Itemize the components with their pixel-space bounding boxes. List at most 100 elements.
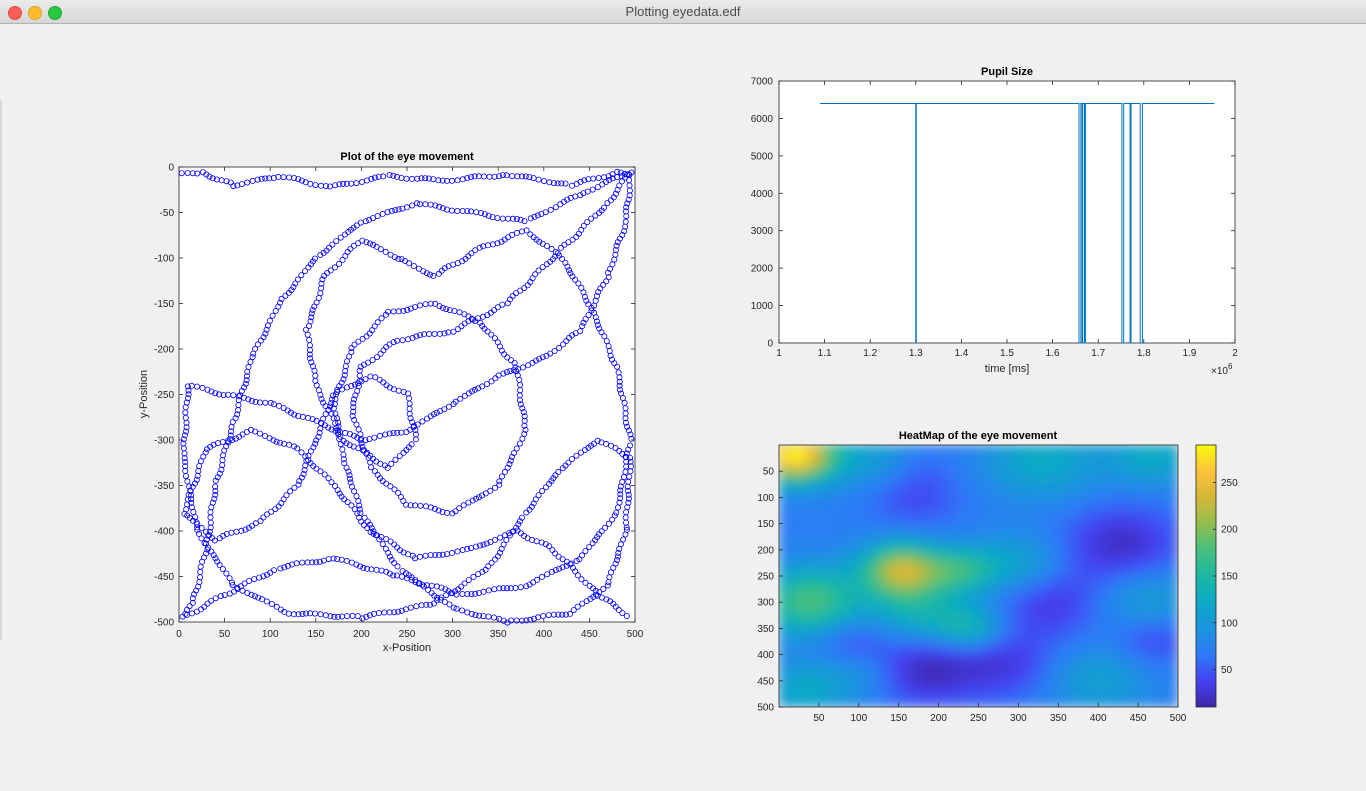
- scatter-point: [409, 202, 416, 209]
- heatmap-cell: [1025, 523, 1035, 533]
- heatmap-cell: [1065, 508, 1075, 517]
- heatmap-cell: [1065, 555, 1075, 565]
- heatmap-cell: [1145, 484, 1155, 494]
- heatmap-cell: [882, 531, 892, 541]
- heatmap-cell: [1089, 690, 1099, 700]
- heatmap-cell: [1105, 500, 1115, 509]
- heatmap-cell: [866, 650, 876, 660]
- heatmap-cell: [954, 650, 964, 660]
- heatmap-cell: [1153, 531, 1163, 541]
- scatter-point: [212, 483, 219, 490]
- heatmap-cell: [954, 523, 964, 533]
- heatmap-cell: [1065, 547, 1075, 557]
- scatter-point: [418, 175, 425, 182]
- heatmap-cell: [882, 516, 892, 525]
- heatmap-cell: [874, 571, 884, 581]
- scatter-point: [583, 297, 590, 304]
- heatmap-cell: [1129, 595, 1139, 605]
- heatmap-cell: [1097, 690, 1107, 700]
- scatter-point: [616, 447, 623, 454]
- scatter-point: [398, 429, 405, 436]
- scatter-point: [555, 611, 562, 618]
- heatmap-cell: [779, 516, 788, 525]
- scatter-point: [461, 392, 468, 399]
- close-button[interactable]: [8, 6, 22, 20]
- heatmap-cell: [826, 698, 836, 707]
- scatter-point: [471, 386, 478, 393]
- scatter-point: [612, 246, 619, 253]
- heatmap-cell: [1033, 452, 1043, 462]
- heatmap-cell: [882, 635, 892, 644]
- heatmap-cell: [1081, 635, 1091, 644]
- scatter-point: [434, 597, 441, 604]
- heatmap-cell: [1009, 523, 1019, 533]
- heatmap-cell: [1049, 539, 1059, 549]
- scatter-point: [390, 172, 397, 179]
- heatmap-cell: [850, 523, 860, 533]
- scatter-point: [244, 368, 251, 375]
- scatter-point: [603, 440, 610, 447]
- heatmap-cell: [890, 452, 900, 462]
- heatmap-cell: [954, 619, 964, 629]
- scatter-point: [551, 347, 558, 354]
- heatmap-cell: [802, 492, 812, 501]
- heatmap-cell: [1025, 539, 1035, 549]
- heatmap-cell: [786, 690, 796, 700]
- heatmap-cell: [834, 484, 844, 494]
- scatter-point: [580, 190, 587, 197]
- scatter-point: [227, 428, 234, 435]
- heatmap-cell: [802, 635, 812, 644]
- scatter-point: [622, 208, 629, 215]
- heatmap-cell: [1065, 452, 1075, 462]
- heatmap-cell: [986, 547, 995, 557]
- zoom-button[interactable]: [48, 6, 62, 20]
- heatmap-cell: [962, 476, 971, 486]
- heatmap-cell: [1161, 500, 1171, 509]
- heatmap-cell: [1145, 508, 1155, 517]
- scatter-point: [322, 183, 329, 190]
- scatter-point: [603, 596, 610, 603]
- scatter-point: [388, 460, 395, 467]
- heatmap-cell: [1137, 666, 1147, 676]
- heatmap-cell: [906, 611, 916, 621]
- heatmap-cell: [986, 619, 995, 629]
- scatter-point: [325, 475, 332, 482]
- scatter-point: [237, 583, 244, 590]
- heatmap-cell: [834, 690, 844, 700]
- heatmap-cell: [1121, 460, 1131, 470]
- heatmap-cell: [1001, 563, 1011, 573]
- scatter-point: [254, 176, 261, 183]
- heatmap-cell: [938, 682, 948, 692]
- scatter-x-tick-label: 400: [535, 629, 552, 640]
- heatmap-cell: [810, 468, 820, 478]
- scatter-point: [439, 551, 446, 558]
- heatmap-cell: [1137, 595, 1147, 605]
- heatmap-cell: [994, 627, 1003, 636]
- scatter-y-tick-label: 0: [168, 163, 174, 174]
- minimize-button[interactable]: [28, 6, 42, 20]
- heatmap-cell: [794, 445, 804, 454]
- scatter-point: [594, 437, 601, 444]
- heatmap-cell: [1129, 547, 1139, 557]
- heatmap-cell: [1017, 571, 1027, 581]
- heatmap-cell: [962, 698, 971, 707]
- scatter-point: [364, 359, 371, 366]
- scatter-point: [596, 325, 603, 332]
- scatter-point: [382, 248, 389, 255]
- heatmap-cell: [1129, 476, 1139, 486]
- heatmap-cell: [946, 682, 956, 692]
- heatmap-cell: [1105, 587, 1115, 597]
- heatmap-cell: [922, 595, 932, 605]
- heatmap-cell: [1057, 484, 1067, 494]
- heatmap-cell: [818, 579, 828, 589]
- heatmap-cell: [1073, 643, 1083, 652]
- scatter-point: [178, 170, 185, 177]
- heatmap-cell: [1081, 508, 1091, 517]
- heatmap-cell: [970, 516, 979, 525]
- heatmap-cell: [866, 611, 876, 621]
- scatter-point: [427, 552, 434, 559]
- scatter-point: [521, 218, 528, 225]
- heatmap-cell: [826, 531, 836, 541]
- heatmap-cell: [866, 690, 876, 700]
- heatmap-cell: [1145, 658, 1155, 668]
